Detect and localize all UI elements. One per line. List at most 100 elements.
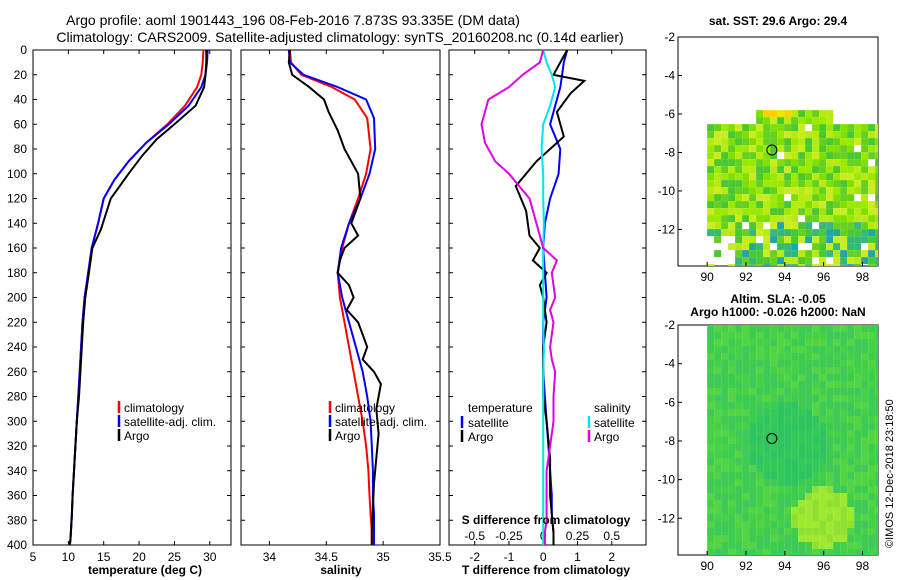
map-cell [784, 145, 792, 153]
map-cell [854, 423, 862, 430]
map-cell [847, 451, 855, 458]
map-cell [840, 166, 848, 174]
map-cell [798, 201, 806, 209]
map-cell [812, 521, 820, 528]
map-cell [749, 180, 757, 188]
map-cell [721, 339, 729, 346]
map-cell [847, 208, 855, 216]
depth-tick-label: 300 [7, 414, 27, 428]
map-x-tick-label: 94 [778, 559, 792, 573]
map-cell [777, 423, 785, 430]
map-cell [833, 222, 841, 230]
map-cell [791, 264, 799, 266]
map-cell [875, 486, 878, 493]
map-cell [875, 339, 878, 346]
map-cell [798, 166, 806, 174]
map-cell [861, 353, 869, 360]
map-cell [875, 549, 878, 555]
map-cell [728, 542, 736, 549]
map-cell [784, 110, 792, 118]
legend-heading-salinity: salinity [594, 401, 631, 415]
map-cell [763, 339, 771, 346]
map-cell [735, 395, 743, 402]
map-cell [854, 215, 862, 223]
map-cell [840, 549, 848, 555]
map-cell [770, 187, 778, 195]
map-cell [805, 131, 813, 139]
series-line-climatology [288, 49, 373, 545]
map-cell [714, 145, 722, 153]
map-cell [728, 423, 736, 430]
map-cell [777, 166, 785, 174]
map-cell [714, 437, 722, 444]
map-cell [749, 264, 757, 266]
map-cell [875, 229, 878, 237]
map-cell [777, 264, 785, 266]
map-cell [812, 166, 820, 174]
map-cell [819, 110, 827, 118]
x-tick-label: 35 [376, 550, 390, 564]
map-cell [854, 430, 862, 437]
map-cell [777, 325, 785, 332]
map-cell [735, 416, 743, 423]
map-cell [868, 381, 876, 388]
map-cell [756, 110, 764, 118]
map-cell [847, 145, 855, 153]
map-cell [805, 388, 813, 395]
map-cell [826, 208, 834, 216]
map-cell [791, 374, 799, 381]
map-cell [728, 493, 736, 500]
map-cell [847, 493, 855, 500]
map-cell [805, 180, 813, 188]
map-cell [735, 465, 743, 472]
map-cell [763, 472, 771, 479]
x-tick-label: 20 [132, 550, 146, 564]
map-cell [742, 131, 750, 139]
map-cell [861, 493, 869, 500]
map-cell [714, 402, 722, 409]
map-cell [763, 180, 771, 188]
map-cell [812, 229, 820, 237]
depth-tick-label: 100 [7, 167, 27, 181]
map-cell [833, 472, 841, 479]
map-cell [742, 535, 750, 542]
map-cell [868, 451, 876, 458]
map-cell [868, 173, 876, 181]
map-cell [868, 215, 876, 223]
map-cell [749, 514, 757, 521]
map-cell [791, 542, 799, 549]
map-cell [707, 493, 715, 500]
map-cell [735, 437, 743, 444]
map-cell [805, 367, 813, 374]
map-cell [728, 201, 736, 209]
map-cell [777, 145, 785, 153]
map-cell [840, 528, 848, 535]
map-cell [854, 152, 862, 160]
map-cell [777, 437, 785, 444]
map-cell [777, 444, 785, 451]
map-cell [707, 208, 715, 216]
depth-tick-label: 260 [7, 365, 27, 379]
map-cell [833, 159, 841, 167]
map-cell [770, 479, 778, 486]
map-cell [728, 395, 736, 402]
map-cell [735, 458, 743, 465]
map-cell [742, 332, 750, 339]
map-cell [735, 187, 743, 195]
map-cell [728, 374, 736, 381]
map-cell [770, 409, 778, 416]
map-cell [854, 388, 862, 395]
map-cell [763, 500, 771, 507]
map-cell [749, 472, 757, 479]
map-cell [805, 430, 813, 437]
map-cell [840, 325, 848, 332]
map-cell [854, 159, 862, 167]
map-cell [728, 388, 736, 395]
map-cell [777, 339, 785, 346]
map-cell [714, 395, 722, 402]
map-cell [763, 325, 771, 332]
map-cell [791, 138, 799, 146]
map-cell [805, 458, 813, 465]
map-cell [805, 346, 813, 353]
map-cell [791, 458, 799, 465]
